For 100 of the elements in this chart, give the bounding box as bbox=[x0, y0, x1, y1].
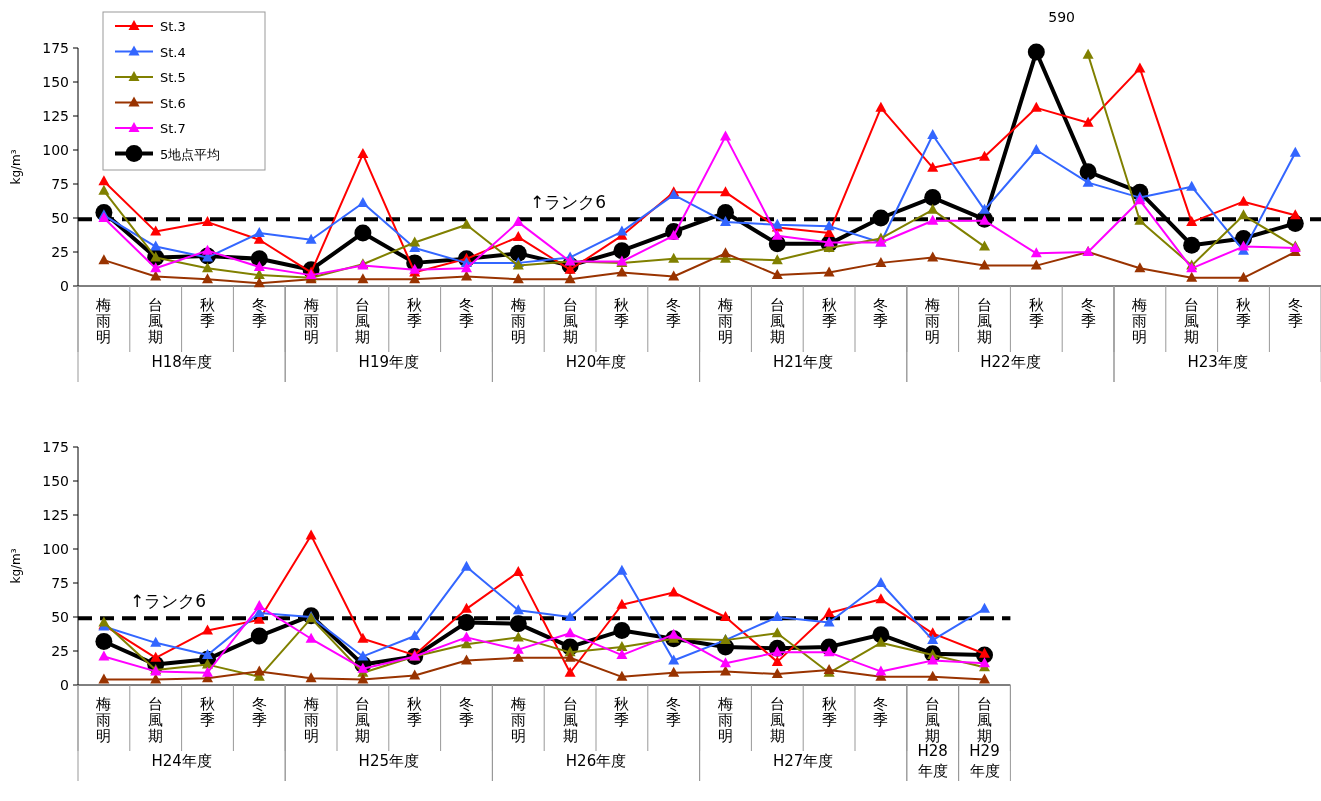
point bbox=[771, 254, 783, 265]
point bbox=[668, 654, 680, 665]
point bbox=[720, 247, 731, 258]
x-tick-label: 台風期 bbox=[977, 695, 992, 745]
x-tick-label: 台風期 bbox=[1184, 296, 1200, 346]
point bbox=[98, 650, 110, 661]
point bbox=[771, 668, 783, 679]
point bbox=[1186, 271, 1198, 282]
point bbox=[720, 611, 731, 621]
point bbox=[458, 613, 475, 631]
x-tick-label: 梅雨明 bbox=[302, 296, 319, 346]
x-tick-label: 台風期 bbox=[562, 695, 578, 745]
point bbox=[717, 204, 734, 222]
point bbox=[354, 224, 372, 242]
text: H29 年度 bbox=[969, 742, 1000, 780]
y-axis-title: kg/m³ bbox=[9, 548, 23, 584]
point bbox=[979, 602, 990, 613]
point bbox=[461, 654, 472, 665]
point bbox=[95, 632, 113, 650]
x-tick-label: 台風期 bbox=[148, 296, 164, 346]
point bbox=[305, 233, 317, 244]
point bbox=[1134, 62, 1146, 73]
point bbox=[357, 197, 369, 208]
point bbox=[720, 186, 731, 197]
point bbox=[979, 150, 990, 161]
point bbox=[512, 216, 524, 227]
point bbox=[616, 640, 628, 651]
legend-label: St.4 bbox=[160, 44, 186, 60]
x-tick-label: 秋季 bbox=[200, 296, 215, 330]
point bbox=[512, 231, 524, 242]
text: H26年度 bbox=[565, 752, 627, 770]
point bbox=[202, 273, 213, 284]
y-tick-label: 0 bbox=[60, 677, 69, 693]
point bbox=[564, 627, 576, 638]
text: H18年度 bbox=[151, 353, 212, 371]
point bbox=[202, 624, 213, 635]
point bbox=[1030, 259, 1042, 270]
point bbox=[771, 269, 783, 280]
x-tick-label: 冬季 bbox=[666, 296, 682, 330]
point bbox=[927, 251, 939, 262]
point bbox=[253, 665, 265, 676]
point bbox=[1082, 176, 1094, 187]
legend-label: St.6 bbox=[160, 95, 186, 111]
x-tick-label: 梅雨明 bbox=[302, 695, 319, 745]
y-tick-label: 175 bbox=[42, 40, 69, 56]
text: H22年度 bbox=[980, 353, 1041, 371]
y-tick-label: 100 bbox=[42, 142, 69, 158]
x-tick-label: 梅雨明 bbox=[924, 296, 941, 346]
text: H23年度 bbox=[1187, 353, 1248, 371]
point bbox=[979, 673, 990, 684]
point bbox=[823, 606, 835, 617]
y-tick-label: 75 bbox=[51, 575, 69, 591]
point bbox=[720, 216, 731, 227]
text: H21年度 bbox=[773, 353, 834, 371]
point bbox=[720, 657, 731, 668]
x-tick-label: 台風期 bbox=[977, 296, 992, 346]
point bbox=[927, 129, 939, 140]
point bbox=[409, 630, 421, 641]
point bbox=[564, 651, 576, 662]
x-tick-label: 冬季 bbox=[251, 296, 267, 330]
x-tick-label: 秋季 bbox=[407, 695, 423, 729]
point bbox=[979, 259, 990, 270]
point bbox=[1027, 43, 1045, 61]
x-tick-label: 梅雨明 bbox=[509, 695, 526, 745]
point bbox=[875, 665, 887, 676]
point bbox=[1134, 262, 1146, 273]
point bbox=[98, 673, 110, 684]
point bbox=[512, 631, 524, 642]
point bbox=[509, 615, 527, 633]
point bbox=[564, 666, 576, 677]
point bbox=[927, 670, 939, 681]
point bbox=[668, 252, 680, 263]
point bbox=[150, 225, 162, 236]
point bbox=[1238, 209, 1249, 220]
point bbox=[979, 657, 990, 668]
y-tick-label: 175 bbox=[42, 439, 69, 455]
point bbox=[1030, 101, 1042, 112]
x-tick-label: 台風期 bbox=[769, 296, 785, 346]
point bbox=[150, 240, 162, 251]
point bbox=[979, 203, 990, 214]
point bbox=[1238, 271, 1249, 282]
x-tick-label: 台風期 bbox=[562, 296, 578, 346]
x-tick-label: 台風期 bbox=[355, 695, 371, 745]
point bbox=[98, 184, 110, 195]
legend-label: St.5 bbox=[160, 70, 186, 85]
point bbox=[613, 622, 631, 640]
point bbox=[461, 218, 472, 229]
point bbox=[202, 666, 213, 677]
point bbox=[1134, 214, 1146, 225]
y-tick-label: 50 bbox=[51, 210, 69, 226]
point bbox=[872, 209, 890, 227]
point bbox=[512, 566, 524, 577]
point bbox=[150, 636, 162, 647]
point bbox=[720, 130, 731, 141]
point bbox=[305, 632, 317, 643]
x-tick-label: 梅雨明 bbox=[509, 296, 526, 346]
point bbox=[927, 654, 939, 665]
x-tick-label: 冬季 bbox=[459, 296, 474, 330]
x-tick-label: 台風期 bbox=[148, 695, 164, 745]
y-tick-label: 25 bbox=[51, 244, 69, 260]
